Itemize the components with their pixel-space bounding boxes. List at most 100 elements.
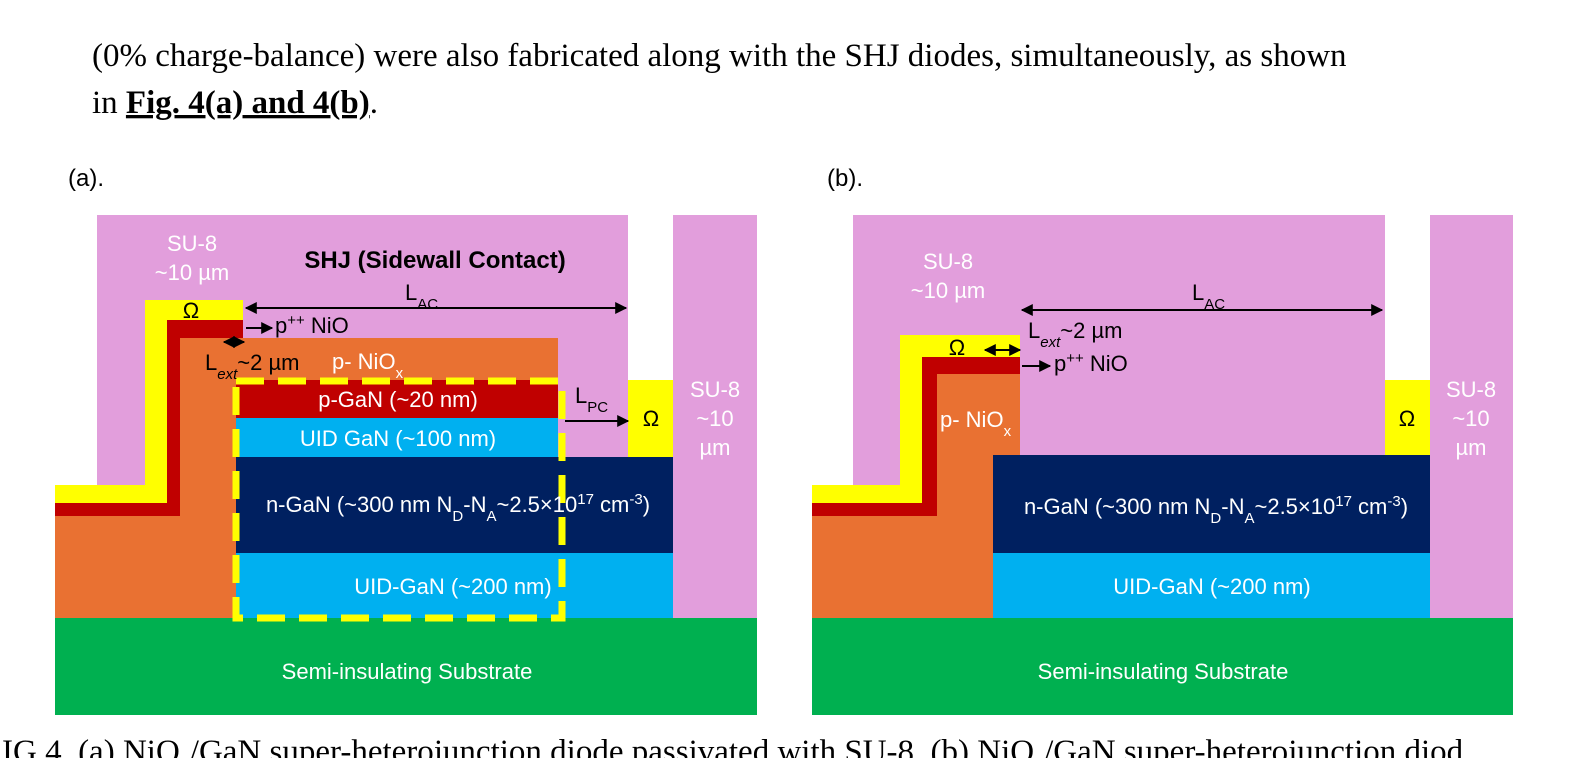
t: ~2.5×10 [496,492,577,517]
t: ~2.5×10 [1254,494,1335,519]
t: -N [463,492,486,517]
t: AC [417,296,438,313]
label: SU-8 [167,231,217,256]
contact [900,335,922,503]
paragraph-line: (0% charge-balance) were also fabricated… [92,38,1347,74]
ngan-layer [993,455,1430,553]
t: L [405,280,417,305]
panel-b-labels: (b). SU-8 ~10 µm LAC Ω Lext~2 µm p++ NiO… [827,165,1496,684]
t: -N [1221,494,1244,519]
t: ++ [287,312,305,329]
label: SU-8 [923,249,973,274]
t: IG 4. (a) NiO [2,734,180,758]
contact [628,380,673,457]
t: PC [587,399,608,416]
t: -3 [629,491,642,508]
t: D [1210,510,1221,527]
t: cm [1352,494,1387,519]
t: L [575,383,587,408]
t: ) [643,492,650,517]
t: ~2 µm [237,350,299,375]
substrate [812,618,1513,715]
pnio-layer [55,503,180,516]
panel-label: (b). [827,165,863,192]
t: -3 [1387,493,1400,510]
label: ~10 µm [911,278,985,303]
contact [812,485,900,503]
t: ext [1040,334,1061,351]
pnio-layer [922,357,1020,374]
label: UID-GaN (~200 nm) [354,574,551,599]
label: p- NiOx [940,407,1012,440]
panel-label: (a). [68,165,104,192]
t: ) [1401,494,1408,519]
label: ~10 [1452,406,1489,431]
uid-layer [236,418,558,457]
pnio-layer [922,357,937,516]
label: UID-GaN (~200 nm) [1113,574,1310,599]
text: in [92,85,126,121]
label: p-GaN (~20 nm) [318,387,478,412]
figure-link[interactable]: Fig. 4(a) and 4(b) [126,85,370,121]
ngan-layer [236,457,673,553]
label: µm [699,435,730,460]
t: n-GaN (~300 nm N [266,492,452,517]
t: ++ [1066,350,1084,367]
label: UID GaN (~100 nm) [300,426,496,451]
t: n-GaN (~300 nm N [1024,494,1210,519]
t: L [1028,318,1040,343]
pnio-layer [167,320,180,516]
t: cm [594,492,629,517]
text: . [370,85,378,121]
label: Semi-insulating Substrate [282,659,533,684]
t: p- NiO [332,349,396,374]
label: LAC [1192,280,1225,313]
caption: IG 4. (a) NiO x/GaN super-heterojunction … [2,734,1464,758]
paragraph-line: in Fig. 4(a) and 4(b). [92,85,378,121]
substrate [55,618,757,715]
niox-layer [937,374,993,618]
t: ext [217,366,238,383]
label: ~10 [696,406,733,431]
t: /GaN super-heterojunction diode passivat… [190,734,1034,758]
t: A [1244,510,1254,527]
label: Lext~2 µm [1028,318,1122,351]
label: p++ NiO [275,312,349,339]
label: Semi-insulating Substrate [1038,659,1289,684]
label: Ω [949,335,965,360]
pnio-layer [167,320,243,340]
contact [55,485,145,503]
label: p++ NiO [1054,350,1128,377]
t: L [205,350,217,375]
label: n-GaN (~300 nm ND-NA~2.5×1017 cm-3) [1024,493,1408,527]
label: Lext~2 µm [205,350,299,383]
t: L [1192,280,1204,305]
contact [145,300,243,320]
t: 17 [577,491,594,508]
label: SU-8 [1446,377,1496,402]
t: x [1034,756,1044,758]
label: Ω [183,298,199,323]
label: p- NiOx [332,349,404,382]
t: p [1054,351,1066,376]
label: µm [1455,435,1486,460]
t: ~2 µm [1060,318,1122,343]
contact [1385,380,1430,455]
su8-layer [673,215,757,618]
t: p- NiO [940,407,1004,432]
label: SU-8 [690,377,740,402]
t: NiO [305,313,349,338]
t: /GaN super-heterojunction diod [1044,734,1464,758]
t: 17 [1335,493,1352,510]
t: AC [1204,296,1225,313]
label: Ω [643,406,659,431]
label: ~10 µm [155,260,229,285]
title: SHJ (Sidewall Contact) [304,247,565,274]
panel-a-labels: (a). SU-8 ~10 µm SHJ (Sidewall Contact) … [68,165,740,684]
uid-layer [236,553,673,618]
uid-layer [993,553,1430,618]
niox-layer [180,340,236,618]
label: LAC [405,280,438,313]
